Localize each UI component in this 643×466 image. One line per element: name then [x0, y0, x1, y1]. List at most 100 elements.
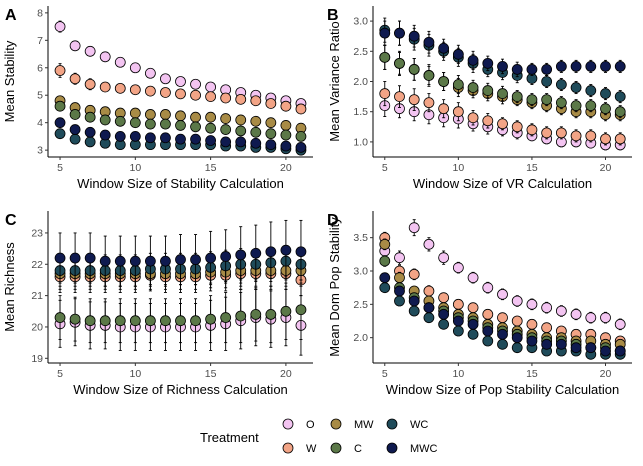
- data-point: [265, 139, 277, 151]
- data-point: [423, 312, 435, 324]
- data-point: [175, 110, 186, 122]
- x-tick-label: 10: [129, 368, 141, 380]
- data-point: [555, 127, 567, 139]
- data-point: [99, 51, 111, 63]
- y-tick-label: 6: [37, 62, 43, 74]
- data-point: [129, 255, 141, 267]
- y-tick-label: 3: [37, 145, 43, 157]
- data-point: [69, 109, 81, 120]
- data-point: [541, 64, 553, 75]
- legend-item-wc: WC: [386, 418, 428, 431]
- data-point: [160, 87, 171, 98]
- data-point: [160, 109, 171, 120]
- data-point: [394, 27, 405, 39]
- data-point: [511, 342, 523, 354]
- legend-title: Treatment: [200, 430, 259, 445]
- data-point: [235, 114, 247, 126]
- data-point: [160, 118, 171, 130]
- y-tick-label: 23: [31, 227, 43, 239]
- data-point: [408, 268, 420, 280]
- data-point: [526, 94, 538, 106]
- data-point: [600, 345, 611, 357]
- data-point: [423, 36, 435, 48]
- data-point: [482, 282, 494, 294]
- x-tick-label: 20: [600, 162, 612, 174]
- data-point: [482, 85, 494, 96]
- data-point: [614, 91, 626, 102]
- x-tick-label: 10: [129, 162, 141, 174]
- data-point: [467, 112, 479, 124]
- y-axis-title: Mean Dom Pop Stability: [327, 217, 342, 357]
- data-point: [600, 88, 611, 99]
- data-point: [585, 61, 597, 72]
- data-point: [220, 136, 232, 148]
- data-point: [526, 124, 538, 136]
- data-point: [511, 315, 523, 327]
- data-point: [190, 89, 201, 101]
- series-C: [379, 44, 626, 119]
- legend-swatch: [330, 442, 342, 454]
- data-point: [205, 313, 217, 325]
- data-point: [570, 82, 582, 93]
- data-point: [205, 111, 217, 123]
- data-point: [129, 117, 141, 129]
- panel-A: 5 10 15 20 3 4 5 6 7 8 Window Size of Stability Ca…: [2, 6, 313, 191]
- y-tick-label: 5: [37, 90, 43, 102]
- data-point: [408, 30, 420, 42]
- data-point: [280, 244, 292, 256]
- y-tick-label: 22: [31, 259, 43, 271]
- data-point: [541, 338, 553, 350]
- data-point: [144, 255, 156, 267]
- data-point: [175, 315, 186, 327]
- data-point: [235, 136, 247, 148]
- data-point: [600, 133, 611, 145]
- y-tick-label: 20: [31, 321, 43, 333]
- data-point: [570, 61, 582, 72]
- data-point: [600, 61, 611, 72]
- data-point: [497, 288, 508, 300]
- data-point: [379, 255, 391, 267]
- data-point: [452, 315, 464, 327]
- data-point: [99, 129, 111, 141]
- data-point: [190, 254, 201, 265]
- data-point: [175, 88, 186, 100]
- data-point: [250, 309, 262, 320]
- data-point: [541, 127, 553, 139]
- legend-label: WC: [410, 419, 428, 431]
- data-point: [235, 93, 247, 105]
- data-point: [585, 312, 597, 324]
- panel-tag: D: [327, 212, 339, 229]
- data-point: [144, 109, 156, 120]
- y-tick-label: 2.0: [353, 76, 368, 88]
- panel-tag: C: [5, 212, 17, 229]
- data-point: [175, 120, 186, 131]
- legend-swatch: [282, 442, 294, 454]
- data-point: [600, 103, 611, 115]
- data-point: [379, 51, 391, 63]
- data-point: [555, 338, 567, 350]
- data-point: [250, 247, 262, 259]
- data-point: [555, 97, 567, 109]
- y-tick-label: 3.0: [353, 16, 368, 28]
- data-point: [250, 137, 262, 149]
- data-point: [280, 129, 292, 141]
- data-point: [394, 91, 405, 102]
- data-point: [467, 328, 479, 340]
- data-point: [190, 133, 201, 145]
- data-point: [205, 81, 217, 93]
- data-point: [54, 65, 66, 76]
- legend-label: MW: [354, 419, 374, 431]
- y-tick-label: 8: [37, 7, 43, 19]
- x-tick-label: 5: [57, 162, 63, 174]
- data-point: [69, 124, 81, 135]
- data-point: [482, 115, 494, 127]
- data-point: [114, 56, 126, 68]
- data-point: [570, 308, 582, 320]
- data-point: [570, 130, 582, 142]
- y-axis-title: Mean Variance Ratio: [327, 21, 342, 141]
- panel-D: 5 10 15 20 2.0 2.5 3.0 3.5 Window Size of Pop St…: [327, 211, 632, 397]
- data-point: [438, 76, 450, 87]
- x-tick-label: 5: [382, 368, 388, 380]
- data-point: [423, 97, 435, 109]
